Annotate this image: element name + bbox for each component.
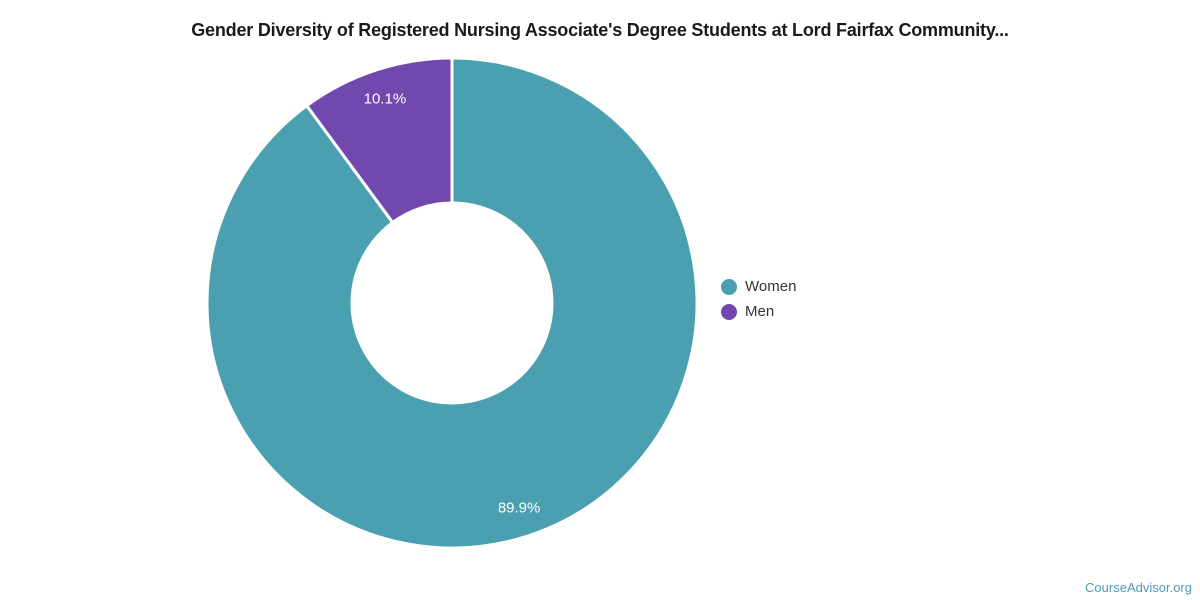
women-legend-marker-icon [721,279,737,295]
chart-title: Gender Diversity of Registered Nursing A… [191,20,1009,40]
legend-label-women: Women [745,278,797,295]
legend: Women Men [721,279,796,320]
slice-label-women: 89.9% [498,499,541,516]
legend-item-men[interactable]: Men [721,304,796,320]
courseadvisor-watermark-link[interactable]: CourseAdvisor.org [1085,580,1192,595]
legend-item-women[interactable]: Women [721,279,796,295]
men-legend-marker-icon [721,304,737,320]
slice-women[interactable] [205,56,699,550]
slice-label-men: 10.1% [364,91,407,108]
slice-men[interactable] [305,56,454,224]
legend-label-men: Men [745,303,775,320]
